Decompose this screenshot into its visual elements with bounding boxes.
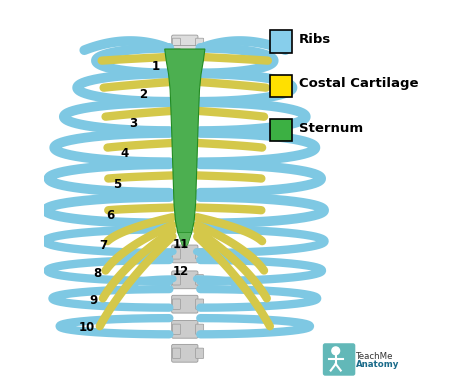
Text: Ribs: Ribs bbox=[299, 33, 331, 46]
FancyBboxPatch shape bbox=[323, 343, 356, 376]
Text: TeachMe: TeachMe bbox=[356, 352, 393, 361]
FancyBboxPatch shape bbox=[270, 30, 292, 52]
FancyBboxPatch shape bbox=[196, 275, 204, 285]
Text: 8: 8 bbox=[94, 267, 102, 280]
Text: 6: 6 bbox=[106, 209, 114, 222]
FancyBboxPatch shape bbox=[173, 38, 181, 47]
Text: Anatomy: Anatomy bbox=[356, 360, 400, 369]
FancyBboxPatch shape bbox=[196, 348, 204, 359]
FancyBboxPatch shape bbox=[172, 45, 198, 60]
FancyBboxPatch shape bbox=[173, 249, 181, 259]
FancyBboxPatch shape bbox=[172, 271, 198, 289]
Text: 1: 1 bbox=[152, 60, 160, 73]
Text: 11: 11 bbox=[173, 238, 189, 251]
FancyBboxPatch shape bbox=[172, 35, 198, 50]
Text: 4: 4 bbox=[121, 147, 129, 160]
Text: 7: 7 bbox=[100, 239, 108, 251]
Text: 2: 2 bbox=[139, 88, 147, 101]
Polygon shape bbox=[178, 233, 192, 248]
Text: 12: 12 bbox=[173, 265, 189, 278]
Text: 5: 5 bbox=[113, 178, 121, 191]
FancyBboxPatch shape bbox=[172, 320, 198, 338]
Text: 9: 9 bbox=[89, 294, 97, 307]
FancyBboxPatch shape bbox=[172, 345, 198, 362]
Circle shape bbox=[332, 347, 339, 355]
Text: Sternum: Sternum bbox=[299, 122, 364, 135]
FancyBboxPatch shape bbox=[196, 249, 204, 259]
FancyBboxPatch shape bbox=[173, 48, 181, 57]
FancyBboxPatch shape bbox=[173, 275, 181, 285]
FancyBboxPatch shape bbox=[196, 299, 204, 309]
Text: 3: 3 bbox=[129, 117, 137, 130]
Text: 10: 10 bbox=[79, 321, 95, 334]
FancyBboxPatch shape bbox=[270, 119, 292, 141]
FancyBboxPatch shape bbox=[173, 324, 181, 334]
FancyBboxPatch shape bbox=[173, 348, 181, 359]
Text: Costal Cartilage: Costal Cartilage bbox=[299, 77, 419, 90]
FancyBboxPatch shape bbox=[172, 295, 198, 313]
FancyBboxPatch shape bbox=[172, 245, 198, 263]
FancyBboxPatch shape bbox=[173, 299, 181, 309]
FancyBboxPatch shape bbox=[270, 74, 292, 97]
FancyBboxPatch shape bbox=[196, 38, 204, 47]
FancyBboxPatch shape bbox=[196, 324, 204, 334]
Polygon shape bbox=[164, 49, 205, 242]
FancyBboxPatch shape bbox=[196, 48, 204, 57]
